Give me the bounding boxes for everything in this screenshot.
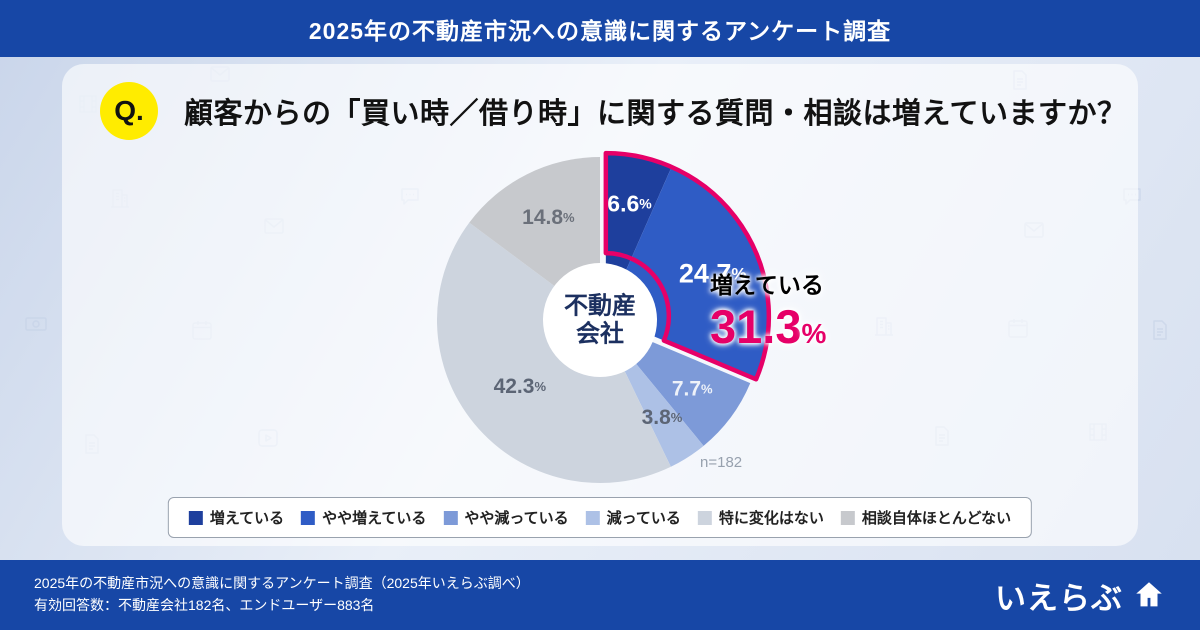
legend-label: やや減っている	[464, 510, 569, 527]
legend-item: 増えている	[188, 507, 285, 528]
legend-item: やや増えている	[301, 507, 426, 528]
highlight-percent-sign: %	[801, 318, 827, 349]
pie-svg: 6.6% 24.7% 7.7% 3.8% 42.3% 14.8% 不動産会社	[436, 150, 772, 483]
legend: 増えている やや増えている やや減っている 減っている 特に変化はない 相談自体ほとんどな…	[167, 497, 1033, 538]
highlight-label: 増えている	[710, 272, 824, 298]
brand-logo: いえらぶ	[995, 573, 1166, 618]
legend-swatch	[443, 510, 458, 525]
logo-text: いえらぶ	[995, 580, 1123, 616]
pie-chart: 6.6% 24.7% 7.7% 3.8% 42.3% 14.8% 不動産 会社	[340, 130, 860, 520]
footer-line2: 有効回答数：不動産会社182名、エンドユーザー883名	[34, 597, 375, 613]
question-text: 顧客からの「買い時／借り時」に関する質問・相談は増えていますか？	[184, 98, 1127, 130]
highlight-value: 31.3%	[710, 302, 826, 351]
pie-segment-value: 14.8%	[522, 206, 575, 229]
legend-item: 減っている	[585, 507, 681, 528]
legend-item: 相談自体ほとんどない	[840, 507, 1012, 528]
legend-label: 減っている	[606, 510, 681, 527]
highlight-value-number: 31.3	[710, 300, 802, 353]
legend-label: 特に変化はない	[718, 510, 824, 527]
donut-center-label: 不動産	[564, 292, 636, 320]
highlight-outline	[603, 150, 772, 382]
footer-bar: 2025年の不動産市況への意識に関するアンケート調査（2025年いえらぶ調べ） …	[0, 560, 1200, 630]
page-title: 2025年の不動産市況への意識に関するアンケート調査	[308, 17, 892, 44]
sample-size-label: n=182	[700, 454, 743, 471]
legend-item: 特に変化はない	[697, 507, 824, 528]
legend-label: 増えている	[209, 510, 285, 527]
legend-label: やや増えている	[322, 510, 427, 527]
donut-center-label: 会社	[576, 320, 624, 348]
pie-segment-value: 24.7%	[679, 259, 747, 289]
pie-segment-value: 7.7%	[672, 377, 713, 400]
footer-line1: 2025年の不動産市況への意識に関するアンケート調査（2025年いえらぶ調べ）	[34, 575, 530, 592]
house-logo-icon	[1136, 582, 1162, 607]
highlight-callout: 増えている 31.3%	[710, 266, 826, 351]
footer-source: 2025年の不動産市況への意識に関するアンケート調査（2025年いえらぶ調べ） …	[34, 573, 530, 616]
legend-item: やや減っている	[443, 507, 569, 528]
legend-swatch	[840, 510, 855, 525]
legend-swatch	[188, 510, 203, 525]
legend-label: 相談自体ほとんどない	[861, 510, 1012, 527]
pie-segment-value: 3.8%	[642, 405, 683, 428]
donut-hole	[543, 263, 657, 377]
header-bar: 2025年の不動産市況への意識に関するアンケート調査	[0, 0, 1200, 57]
pie-segment-value: 6.6%	[607, 191, 652, 217]
legend-swatch	[585, 510, 600, 525]
legend-swatch	[697, 510, 712, 525]
pie-segment-value: 42.3%	[494, 375, 547, 398]
question-badge: Q.	[100, 82, 158, 140]
question-row: Q. 顧客からの「買い時／借り時」に関する質問・相談は増えていますか？	[100, 82, 1127, 140]
legend-swatch	[301, 510, 316, 525]
